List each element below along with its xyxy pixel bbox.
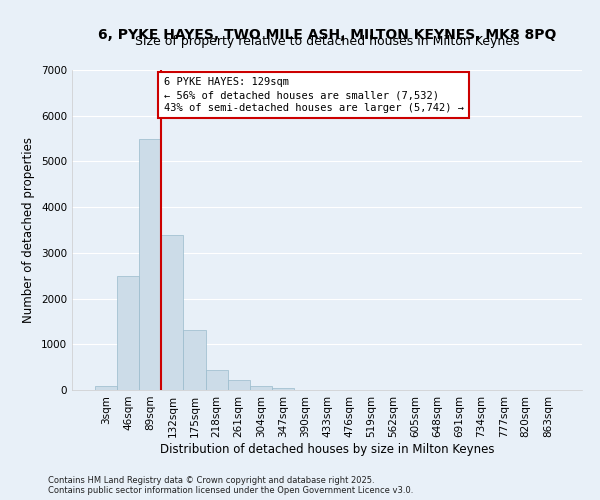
- Y-axis label: Number of detached properties: Number of detached properties: [22, 137, 35, 323]
- X-axis label: Distribution of detached houses by size in Milton Keynes: Distribution of detached houses by size …: [160, 442, 494, 456]
- Text: Contains HM Land Registry data © Crown copyright and database right 2025.
Contai: Contains HM Land Registry data © Crown c…: [48, 476, 413, 495]
- Bar: [139, 138, 161, 390]
- Bar: [206, 370, 227, 390]
- Title: 6, PYKE HAYES, TWO MILE ASH, MILTON KEYNES, MK8 8PQ: 6, PYKE HAYES, TWO MILE ASH, MILTON KEYN…: [98, 28, 556, 42]
- Text: 6 PYKE HAYES: 129sqm
← 56% of detached houses are smaller (7,532)
43% of semi-de: 6 PYKE HAYES: 129sqm ← 56% of detached h…: [164, 77, 464, 114]
- Bar: [117, 276, 139, 390]
- Text: Size of property relative to detached houses in Milton Keynes: Size of property relative to detached ho…: [135, 34, 519, 48]
- Bar: [95, 386, 117, 390]
- Bar: [272, 388, 294, 390]
- Bar: [161, 236, 184, 390]
- Bar: [184, 330, 206, 390]
- Bar: [250, 386, 272, 390]
- Bar: [227, 380, 250, 390]
